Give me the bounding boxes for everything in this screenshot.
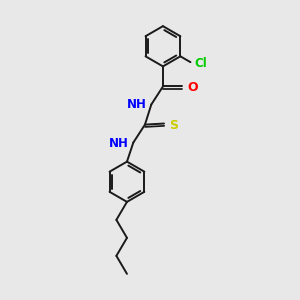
Text: O: O [187, 81, 198, 94]
Text: NH: NH [127, 98, 147, 111]
Text: Cl: Cl [194, 57, 207, 70]
Text: NH: NH [109, 136, 129, 149]
Text: S: S [169, 118, 178, 131]
